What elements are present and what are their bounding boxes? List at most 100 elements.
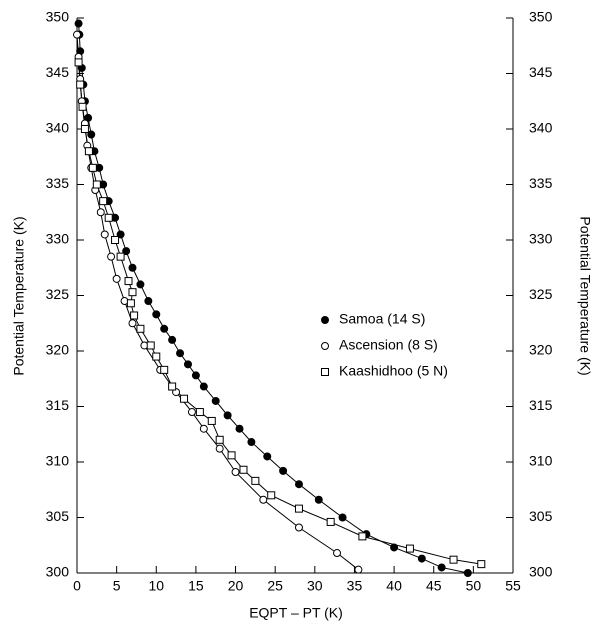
marker — [267, 491, 276, 500]
marker — [180, 394, 189, 403]
x-tick-label: 15 — [188, 578, 204, 594]
x-tick-label: 30 — [307, 578, 323, 594]
marker — [215, 444, 224, 453]
legend-label: Samoa (14 S) — [339, 311, 425, 327]
marker — [358, 532, 367, 541]
marker — [390, 543, 399, 552]
x-tick-label: 50 — [466, 578, 482, 594]
series-line — [76, 34, 359, 571]
y2-tick-label: 315 — [529, 397, 553, 413]
marker — [128, 319, 137, 328]
marker — [168, 335, 177, 344]
marker — [199, 424, 208, 433]
y-tick-label: 310 — [46, 453, 70, 469]
marker — [78, 102, 87, 111]
y2-tick-label: 300 — [529, 564, 553, 580]
marker — [168, 382, 177, 391]
y-tick-label: 340 — [46, 120, 70, 136]
legend-marker — [321, 316, 329, 324]
y-tick-label: 325 — [46, 286, 70, 302]
marker — [144, 297, 153, 306]
marker — [74, 19, 83, 28]
marker — [128, 263, 137, 272]
marker — [223, 411, 232, 420]
marker — [88, 163, 97, 172]
marker — [263, 452, 272, 461]
marker — [247, 438, 256, 447]
marker — [124, 277, 133, 286]
legend-label: Kaashidhoo (5 N) — [339, 363, 448, 379]
marker — [235, 424, 244, 433]
marker — [107, 252, 116, 261]
marker — [130, 311, 139, 320]
marker — [152, 352, 161, 361]
y2-tick-label: 330 — [529, 231, 553, 247]
marker — [251, 476, 260, 485]
marker — [76, 80, 85, 89]
y2-tick-label: 350 — [529, 9, 553, 25]
marker — [294, 504, 303, 513]
marker — [405, 544, 414, 553]
marker — [199, 382, 208, 391]
x-axis-label: EQPT – PT (K) — [249, 605, 343, 621]
marker — [160, 324, 169, 333]
x-tick-label: 40 — [386, 578, 402, 594]
marker — [354, 565, 363, 574]
marker — [128, 288, 137, 297]
marker — [207, 416, 216, 425]
marker — [183, 360, 192, 369]
y2-tick-label: 320 — [529, 342, 553, 358]
marker — [333, 549, 342, 558]
marker — [187, 408, 196, 417]
x-tick-label: 10 — [148, 578, 164, 594]
x-tick-label: 0 — [73, 578, 81, 594]
x-tick-label: 20 — [228, 578, 244, 594]
marker — [96, 208, 105, 217]
marker — [231, 467, 240, 476]
marker — [259, 495, 268, 504]
marker — [227, 451, 236, 460]
marker — [463, 569, 472, 577]
marker — [92, 180, 101, 189]
marker — [152, 310, 161, 319]
y-tick-label: 345 — [46, 64, 70, 80]
marker — [87, 130, 96, 139]
y-tick-label: 350 — [46, 9, 70, 25]
x-tick-label: 25 — [267, 578, 283, 594]
y-tick-label: 320 — [46, 342, 70, 358]
marker — [239, 465, 248, 474]
y2-axis-label: Potential Temperature (K) — [577, 216, 593, 375]
marker — [176, 349, 185, 358]
marker — [84, 147, 93, 156]
y-tick-label: 300 — [46, 564, 70, 580]
y-axis-label: Potential Temperature (K) — [11, 216, 27, 375]
marker — [449, 555, 458, 564]
marker — [326, 517, 335, 526]
y2-tick-label: 325 — [529, 286, 553, 302]
legend-marker — [321, 368, 329, 376]
y2-tick-label: 345 — [529, 64, 553, 80]
marker — [215, 435, 224, 444]
marker — [111, 236, 120, 244]
marker — [195, 408, 204, 417]
series-line — [78, 23, 468, 574]
y-tick-label: 335 — [46, 175, 70, 191]
marker — [99, 197, 108, 206]
marker — [74, 58, 83, 67]
x-tick-label: 5 — [113, 578, 121, 594]
marker — [477, 560, 486, 569]
y2-tick-label: 340 — [529, 120, 553, 136]
x-tick-label: 35 — [347, 578, 363, 594]
y-tick-label: 305 — [46, 508, 70, 524]
y2-tick-label: 335 — [529, 175, 553, 191]
x-tick-label: 45 — [426, 578, 442, 594]
legend-marker — [321, 342, 329, 350]
marker — [100, 230, 109, 239]
series-line — [78, 62, 482, 565]
marker — [126, 299, 135, 308]
x-tick-label: 55 — [505, 578, 521, 594]
marker — [112, 274, 121, 283]
marker — [146, 341, 155, 350]
marker — [136, 324, 145, 333]
